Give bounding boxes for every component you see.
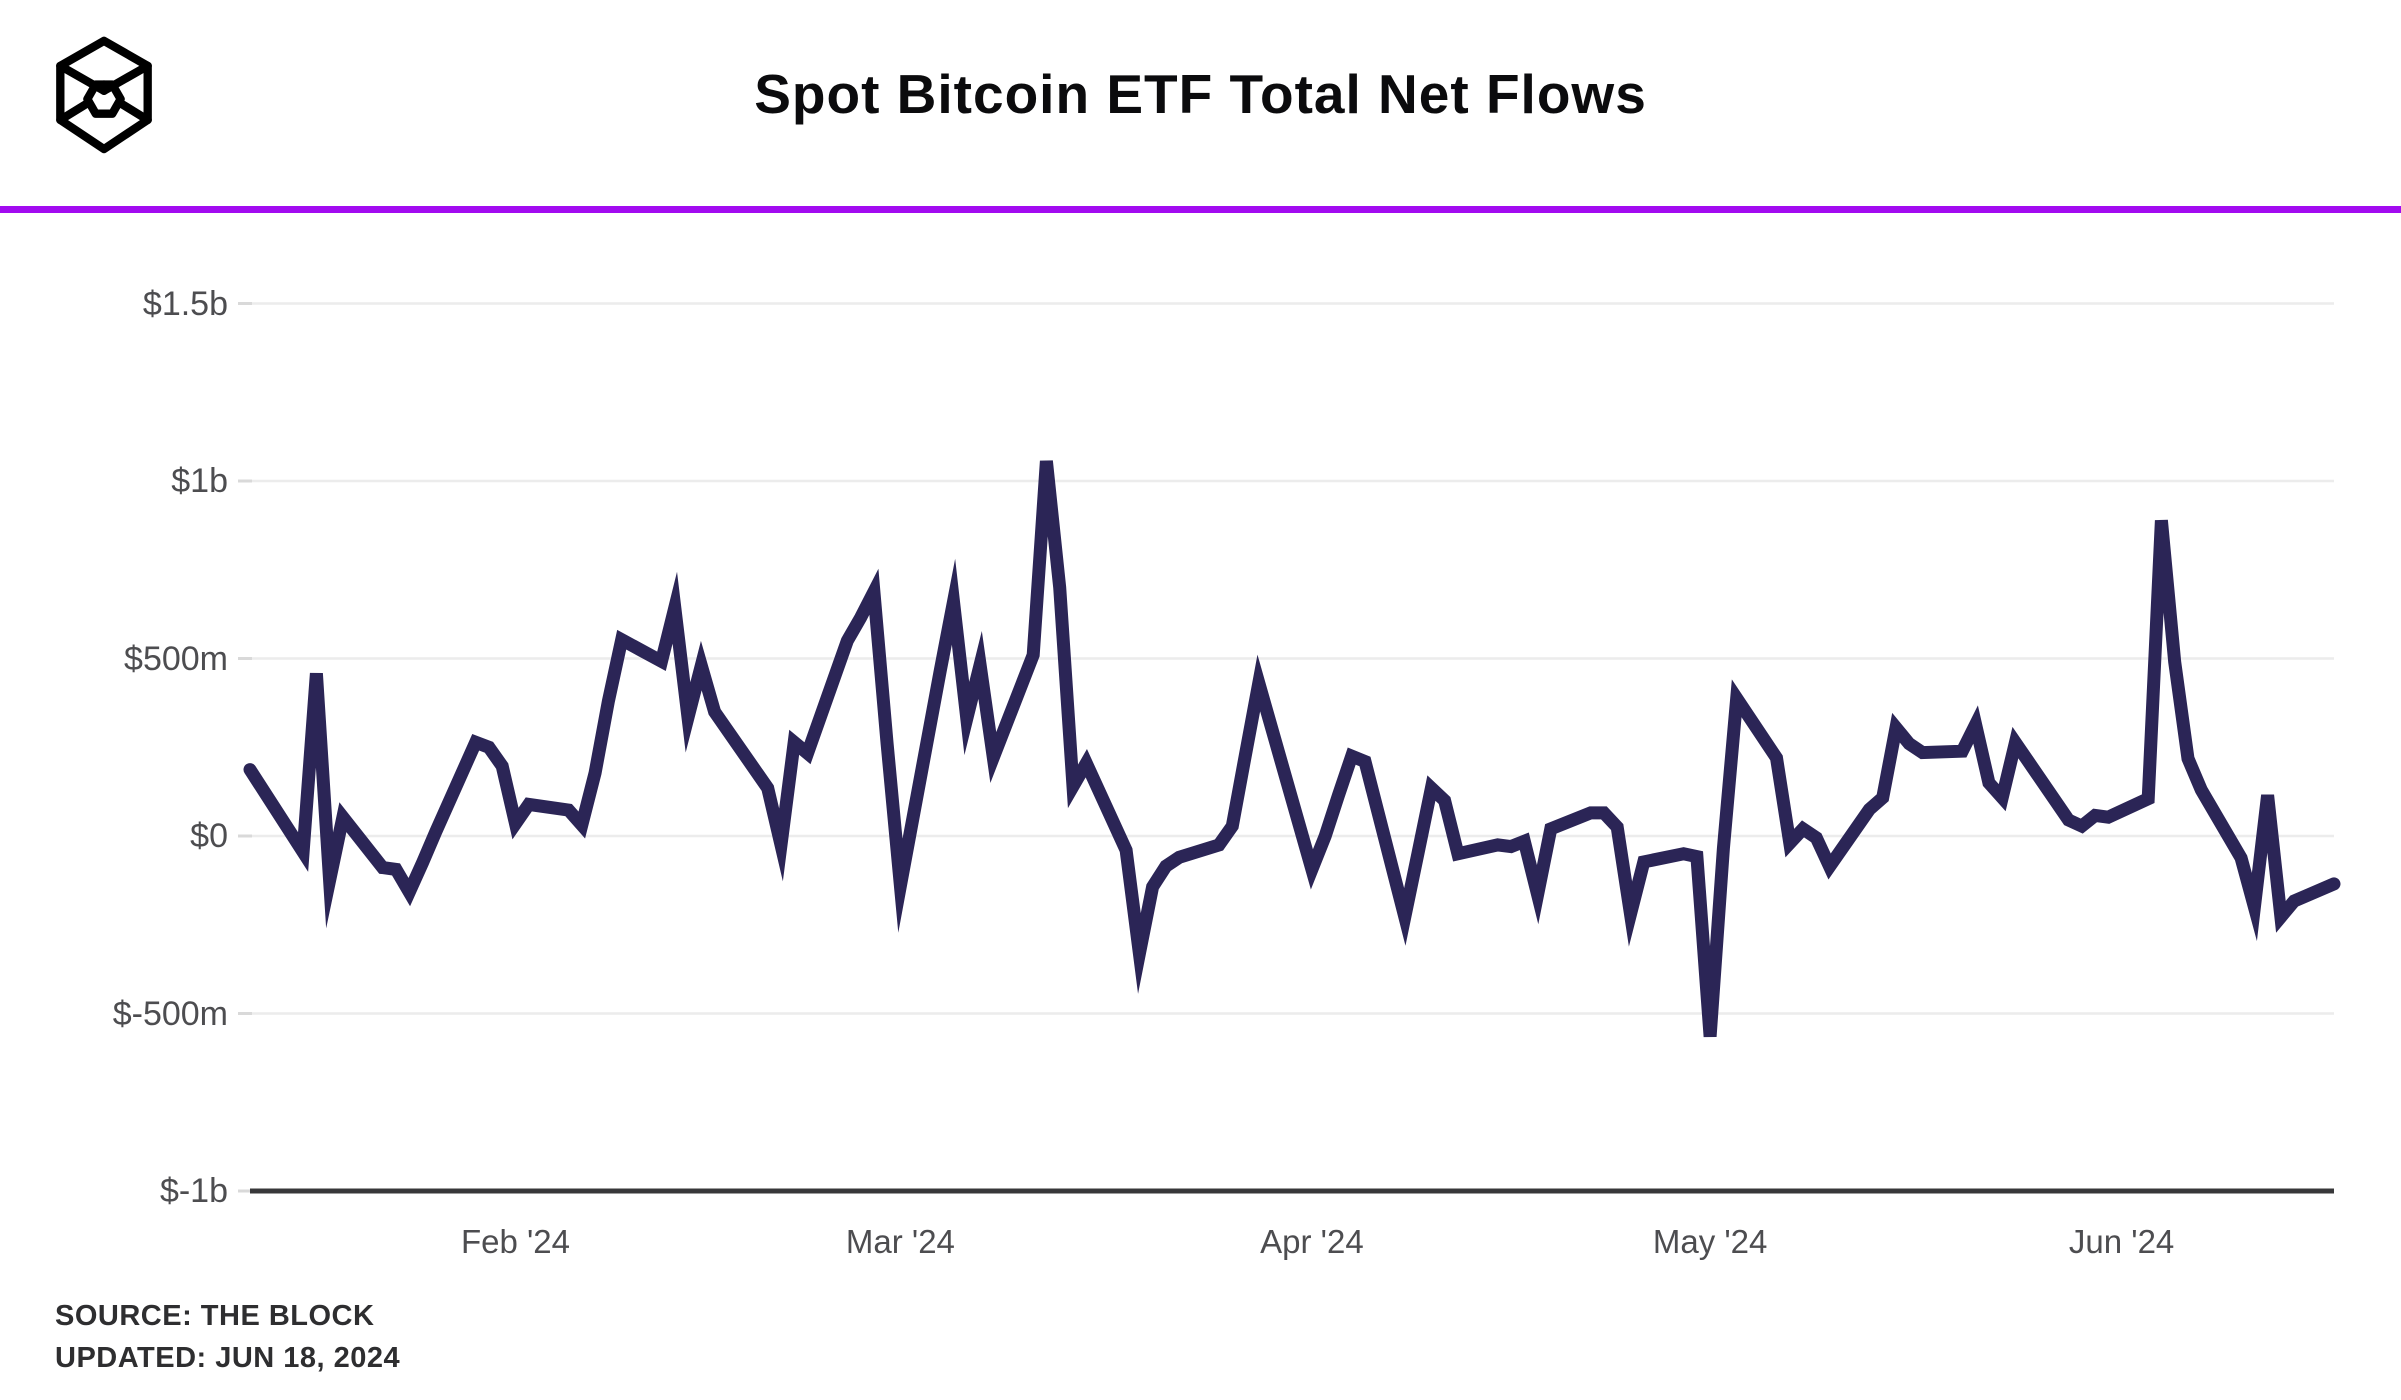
x-tick-label: Apr '24 — [1260, 1223, 1364, 1260]
y-tick-label: $-500m — [112, 994, 228, 1033]
header-divider-line — [0, 206, 2401, 213]
updated-date: UPDATED: JUN 18, 2024 — [55, 1342, 401, 1374]
y-tick-label: $500m — [124, 639, 228, 678]
source-credit: SOURCE: THE BLOCK — [55, 1300, 375, 1332]
y-tick-label: $0 — [190, 817, 228, 855]
x-tick-label: May '24 — [1652, 1223, 1768, 1260]
y-tick-label: $1.5b — [142, 284, 228, 323]
x-tick-label: Jun '24 — [2068, 1223, 2175, 1260]
net-flows-line — [243, 460, 2341, 1038]
the-block-logo-icon — [56, 36, 152, 154]
y-tick-label: $-1b — [159, 1172, 228, 1210]
chart-title: Spot Bitcoin ETF Total Net Flows — [754, 63, 1647, 125]
x-tick-label: Feb '24 — [460, 1223, 570, 1260]
y-tick-label: $1b — [171, 462, 228, 500]
chart-footer: SOURCE: THE BLOCK UPDATED: JUN 18, 2024 — [55, 1295, 400, 1379]
x-tick-label: Mar '24 — [845, 1223, 955, 1260]
